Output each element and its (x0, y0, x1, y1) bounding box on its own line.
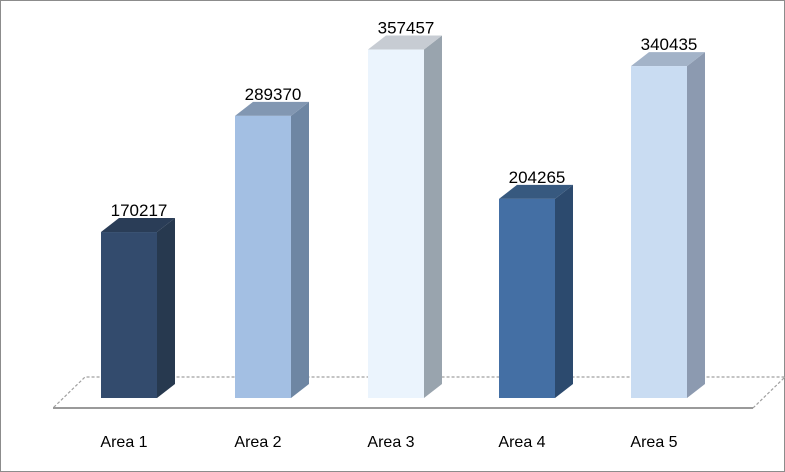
bar-side-4 (555, 184, 573, 398)
bar-top-1 (101, 218, 175, 233)
bar-side-1 (157, 218, 175, 398)
category-label-3: Area 3 (367, 434, 414, 451)
bar-front-2 (235, 115, 291, 398)
bar-3 (368, 35, 442, 398)
category-label-5: Area 5 (630, 434, 677, 451)
bar-side-2 (291, 101, 309, 398)
bar-top-2 (235, 101, 309, 116)
data-label-1: 170217 (111, 201, 168, 220)
data-label-3: 357457 (378, 18, 435, 37)
bar-top-4 (499, 184, 573, 199)
bar-side-5 (687, 52, 705, 399)
bar-front-4 (499, 198, 555, 398)
bar-front-1 (101, 232, 157, 398)
category-label-4: Area 4 (498, 434, 545, 451)
bar-4 (499, 184, 573, 398)
bar-5 (631, 52, 705, 399)
data-label-2: 289370 (245, 85, 302, 104)
category-label-1: Area 1 (100, 434, 147, 451)
bar-front-3 (368, 49, 424, 398)
data-label-5: 340435 (641, 35, 698, 54)
bar-front-5 (631, 66, 687, 399)
category-label-2: Area 2 (234, 434, 281, 451)
bar-2 (235, 101, 309, 398)
bar-1 (101, 218, 175, 398)
data-label-4: 204265 (509, 168, 566, 187)
bar-top-5 (631, 52, 705, 67)
bar-side-3 (424, 35, 442, 398)
bar-top-3 (368, 35, 442, 50)
